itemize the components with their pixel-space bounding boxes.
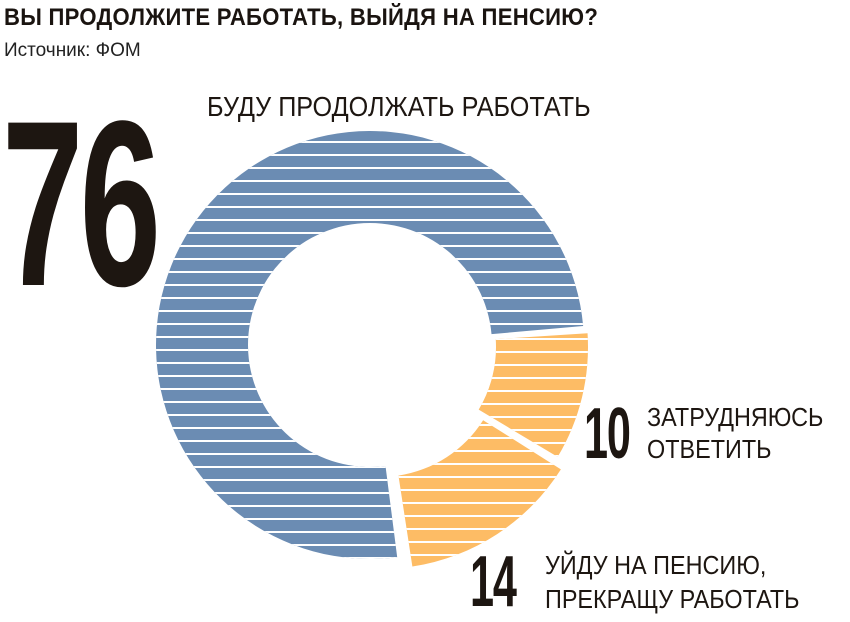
donut-slice [155,130,584,559]
slice-category-label: УЙДУ НА ПЕНСИЮ, [545,550,767,580]
chart-title: ВЫ ПРОДОЛЖИТЕ РАБОТАТЬ, ВЫЙДЯ НА ПЕНСИЮ? [4,4,599,31]
slice-value-label: 10 [584,394,631,474]
donut-slice [478,333,588,457]
donut-slice-stripes [478,333,588,457]
slice-value-label: 14 [470,542,517,622]
donut-slice-stripes [398,420,561,567]
chart-source: Источник: ФОМ [4,40,141,61]
slice-category-label: ОТВЕТИТЬ [647,434,772,464]
slice-category-label: БУДУ ПРОДОЛЖАТЬ РАБОТАТЬ [207,91,591,122]
slice-value-label: 76 [2,72,161,336]
slice-category-label: ПРЕКРАЩУ РАБОТАТЬ [545,584,800,614]
donut-slice [398,420,561,567]
donut-slice-stripes [155,130,584,559]
slice-category-label: ЗАТРУДНЯЮСЬ [647,402,824,432]
